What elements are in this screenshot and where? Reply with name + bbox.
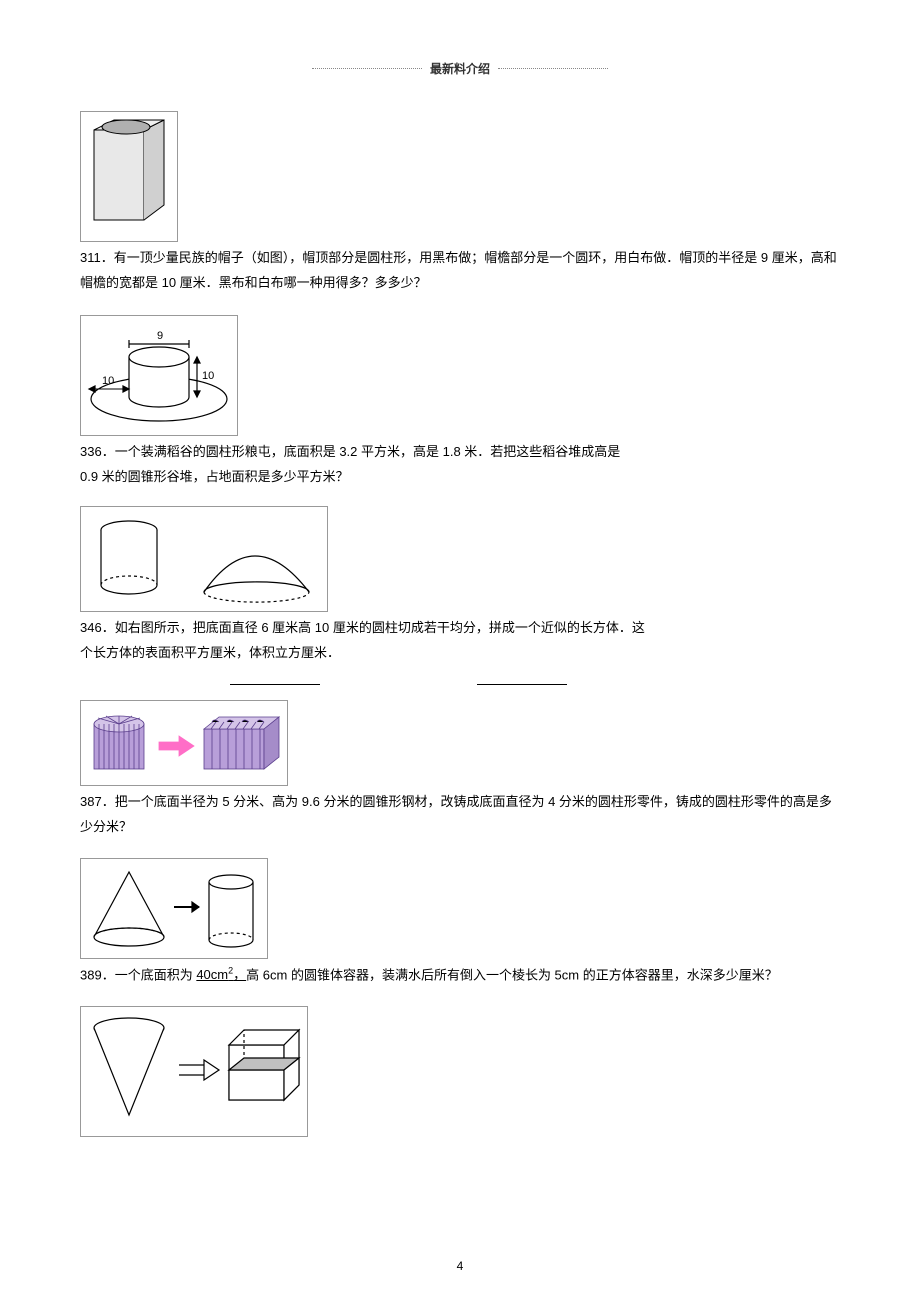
figure-cylinder-to-cuboid [80,700,288,786]
blank-2 [477,684,567,685]
problem-336-line2: 0.9 米的圆锥形谷堆，占地面积是多少平方米？ [80,469,349,484]
problem-311-num: 311 [80,250,101,265]
problem-346-text: 346．如右图所示，把底面直径 6 厘米高 10 厘米的圆柱切成若干均分，拼成一… [80,620,645,660]
problem-311: 311．有一顶少量民族的帽子（如图），帽顶部分是圆柱形，用黑布做；帽檐部分是一个… [80,246,840,295]
problem-346-line2: 个长方体的表面积平方厘米，体积立方厘米． [80,645,340,660]
problem-389-mid: ， [233,967,246,982]
figure-cone-to-cube [80,1006,308,1137]
hat-brim-label: 10 [102,375,114,387]
problem-336-line1: ．一个装满稻谷的圆柱形粮屯，底面积是 3.2 平方米，高是 1.8 米．若把这些… [102,444,621,459]
problem-346-line1: ．如右图所示，把底面直径 6 厘米高 10 厘米的圆柱切成若干均分，拼成一个近似… [102,620,645,635]
problem-387-body: ．把一个底面半径为 5 分米、高为 9.6 分米的圆锥形钢材，改铸成底面直径为 … [80,794,832,834]
problem-311-text: 311．有一顶少量民族的帽子（如图），帽顶部分是圆柱形，用黑布做；帽檐部分是一个… [80,250,837,290]
page-header: 最新料介绍 [80,60,840,77]
hat-radius-label: 9 [157,330,163,342]
problem-387-text: 387．把一个底面半径为 5 分米、高为 9.6 分米的圆锥形钢材，改铸成底面直… [80,794,832,834]
problem-336-text: 336．一个装满稻谷的圆柱形粮屯，底面积是 3.2 平方米，高是 1.8 米．若… [80,444,620,484]
figure-cylinder-in-cube [80,111,178,242]
header-title: 最新料介绍 [430,62,490,76]
problem-389-underlined: 40cm2， [196,967,246,982]
problem-311-body: ．有一顶少量民族的帽子（如图），帽顶部分是圆柱形，用黑布做；帽檐部分是一个圆环，… [80,250,837,290]
problem-336: 336．一个装满稻谷的圆柱形粮屯，底面积是 3.2 平方米，高是 1.8 米．若… [80,440,840,489]
problem-387-num: 387 [80,794,102,809]
problem-389-num: 389 [80,967,102,982]
problem-389-rest: 高 6cm 的圆锥体容器，装满水后所有倒入一个棱长为 5cm 的正方体容器里，水… [246,967,778,982]
dash-right [498,68,608,69]
problem-346-num: 346 [80,620,102,635]
problem-389: 389．一个底面积为 40cm2，高 6cm 的圆锥体容器，装满水后所有倒入一个… [80,963,840,988]
problem-346-blanks [80,673,840,688]
page-number: 4 [0,1259,920,1273]
dash-left [312,68,422,69]
figure-cone-to-cylinder [80,858,268,959]
problem-336-num: 336 [80,444,102,459]
blank-1 [230,684,320,685]
problem-346: 346．如右图所示，把底面直径 6 厘米高 10 厘米的圆柱切成若干均分，拼成一… [80,616,840,665]
problem-389-underlined-val: 40cm [196,967,228,982]
figure-hat: 9 10 10 [80,315,238,436]
problem-389-prefix: ．一个底面积为 [102,967,197,982]
problem-389-text: 389．一个底面积为 40cm2，高 6cm 的圆锥体容器，装满水后所有倒入一个… [80,967,778,982]
problem-387: 387．把一个底面半径为 5 分米、高为 9.6 分米的圆锥形钢材，改铸成底面直… [80,790,840,839]
figure-cylinder-cone [80,506,328,612]
hat-height-label: 10 [202,370,214,382]
